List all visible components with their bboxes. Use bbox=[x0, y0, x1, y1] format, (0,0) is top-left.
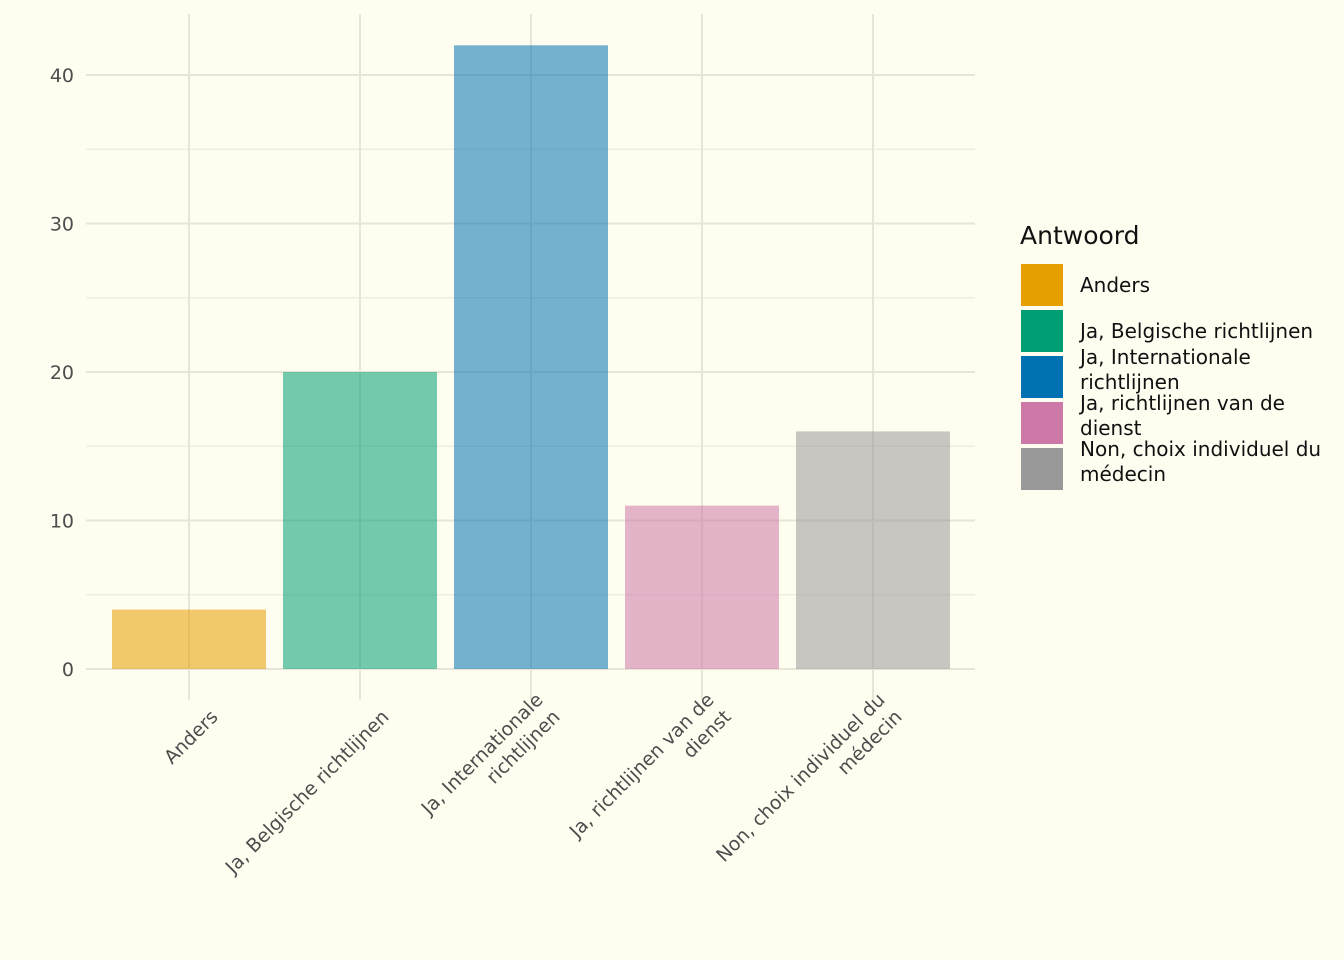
y-tick-label: 10 bbox=[50, 511, 74, 533]
bar bbox=[112, 609, 266, 669]
legend-key bbox=[1021, 264, 1063, 306]
y-tick-label: 40 bbox=[50, 65, 74, 87]
legend-label: Non, choix individuel du médecin bbox=[1080, 437, 1321, 486]
bar bbox=[796, 431, 950, 669]
bar bbox=[283, 372, 437, 669]
legend-key bbox=[1021, 448, 1063, 490]
legend-key bbox=[1021, 356, 1063, 398]
legend-label: Ja, Internationale richtlijnen bbox=[1078, 345, 1251, 394]
legend-label: Ja, richtlijnen van de dienst bbox=[1078, 391, 1285, 440]
bar bbox=[625, 505, 779, 669]
y-axis-ticks: 0 10 20 30 40 bbox=[50, 65, 74, 681]
legend-label: Ja, Belgische richtlijnen bbox=[1078, 319, 1313, 343]
bar bbox=[454, 45, 608, 670]
legend: Antwoord Anders Ja, Belgische richtlijnen… bbox=[1020, 221, 1321, 490]
y-tick-label: 0 bbox=[62, 659, 74, 681]
legend-key bbox=[1021, 402, 1063, 444]
legend-label: Anders bbox=[1080, 273, 1150, 297]
y-tick-label: 20 bbox=[50, 362, 74, 384]
legend-key bbox=[1021, 310, 1063, 352]
bars bbox=[112, 45, 950, 670]
y-tick-label: 30 bbox=[50, 214, 74, 236]
legend-title: Antwoord bbox=[1020, 221, 1140, 250]
